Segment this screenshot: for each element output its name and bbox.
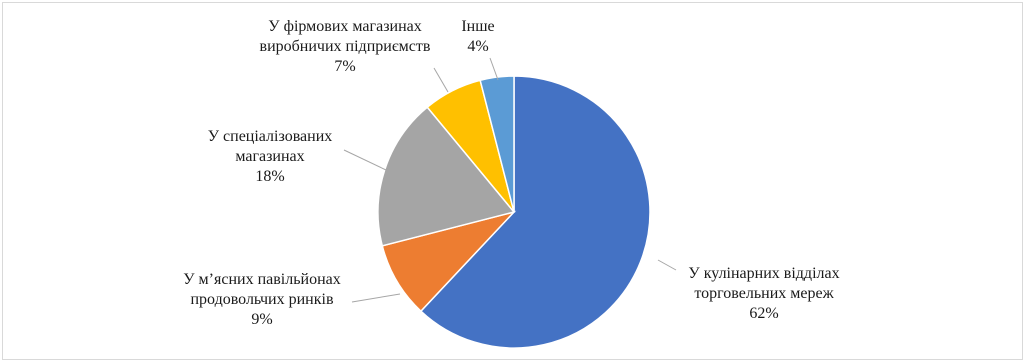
slice-value-label: 9% xyxy=(251,311,272,328)
slice-category-label: продовольчих ринків xyxy=(190,291,333,308)
slice-category-label: У м’ясних павільйонах xyxy=(183,271,341,288)
leader-line xyxy=(657,259,677,271)
slice-label: Інше 4% xyxy=(461,18,494,55)
slice-category-label: виробничих підприємств xyxy=(260,38,431,55)
slice-category-label: У фірмових магазинах xyxy=(268,18,421,35)
leader-line xyxy=(343,149,387,171)
slice-category-label: У кулінарних відділах xyxy=(688,265,839,282)
slice-value-label: 7% xyxy=(334,58,355,75)
slice-label: У спеціалізованих магазинах 18% xyxy=(208,128,333,185)
slice-value-label: 62% xyxy=(749,305,778,322)
slice-label: У фірмових магазинах виробничих підприємс… xyxy=(260,18,431,75)
slice-category-label: Інше xyxy=(461,18,494,35)
slice-label: У кулінарних відділах торговельних мереж 6… xyxy=(688,265,839,322)
pie-slice xyxy=(419,75,651,349)
slice-value-label: 18% xyxy=(255,168,284,185)
data-labels: У кулінарних відділах торговельних мереж 6… xyxy=(183,18,839,328)
slice-category-label: торговельних мереж xyxy=(694,285,834,302)
pie-slices xyxy=(377,75,651,349)
slice-category-label: У спеціалізованих xyxy=(208,128,333,145)
pie-slice xyxy=(377,106,516,247)
leader-line xyxy=(489,57,499,81)
leader-line xyxy=(351,293,401,303)
slice-label: У м’ясних павільйонах продовольчих ринків… xyxy=(183,271,341,328)
slice-category-label: магазинах xyxy=(235,148,304,165)
leader-line xyxy=(433,67,449,93)
leader-lines xyxy=(343,57,677,303)
slice-value-label: 4% xyxy=(467,38,488,55)
